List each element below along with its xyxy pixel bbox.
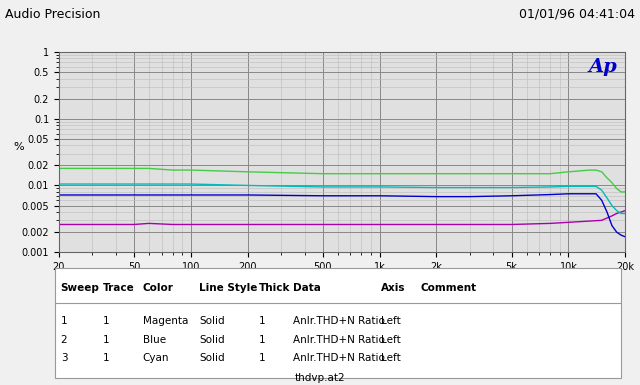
Text: Audio Precision: Audio Precision — [5, 8, 100, 21]
Text: Left: Left — [381, 316, 401, 326]
Y-axis label: %: % — [13, 142, 24, 152]
Text: 1: 1 — [103, 316, 110, 326]
Text: 1: 1 — [103, 353, 110, 363]
Text: Sweep: Sweep — [61, 283, 100, 293]
Text: 01/01/96 04:41:04: 01/01/96 04:41:04 — [519, 8, 635, 21]
Text: Comment: Comment — [420, 283, 477, 293]
Text: thdvp.at2: thdvp.at2 — [294, 373, 346, 383]
FancyBboxPatch shape — [55, 268, 621, 378]
Text: Line Style: Line Style — [200, 283, 258, 293]
Text: Anlr.THD+N Ratio: Anlr.THD+N Ratio — [293, 353, 385, 363]
Text: Left: Left — [381, 353, 401, 363]
Text: Left: Left — [381, 335, 401, 345]
Text: 2: 2 — [61, 335, 67, 345]
Text: Ap: Ap — [588, 58, 617, 76]
Text: Solid: Solid — [200, 353, 225, 363]
Text: 1: 1 — [103, 335, 110, 345]
Text: Data: Data — [293, 283, 321, 293]
Text: Blue: Blue — [143, 335, 166, 345]
Text: Anlr.THD+N Ratio: Anlr.THD+N Ratio — [293, 335, 385, 345]
Text: 1: 1 — [61, 316, 67, 326]
Text: 1: 1 — [259, 335, 266, 345]
Text: Color: Color — [143, 283, 173, 293]
X-axis label: Hz: Hz — [335, 273, 349, 283]
Text: 1: 1 — [259, 353, 266, 363]
Text: Trace: Trace — [103, 283, 135, 293]
Text: 1: 1 — [259, 316, 266, 326]
Text: Magenta: Magenta — [143, 316, 188, 326]
Text: Solid: Solid — [200, 316, 225, 326]
Text: Solid: Solid — [200, 335, 225, 345]
Text: Thick: Thick — [259, 283, 291, 293]
Text: Axis: Axis — [381, 283, 405, 293]
Text: Anlr.THD+N Ratio: Anlr.THD+N Ratio — [293, 316, 385, 326]
Text: 3: 3 — [61, 353, 67, 363]
Text: Cyan: Cyan — [143, 353, 170, 363]
